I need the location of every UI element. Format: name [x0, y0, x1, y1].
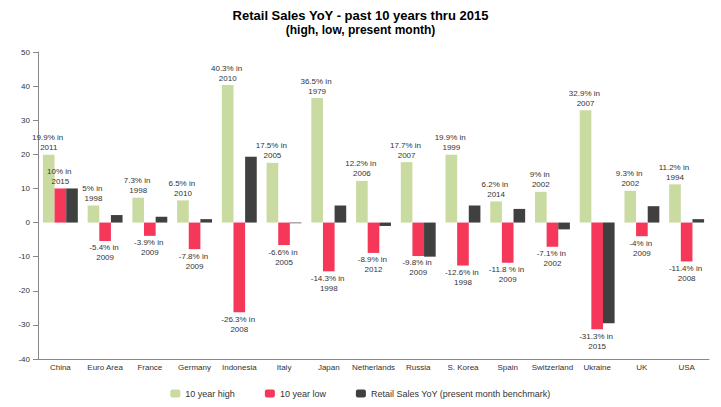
svg-text:-40: -40	[18, 355, 30, 364]
svg-text:9.3% in: 9.3% in	[616, 169, 645, 178]
svg-text:Italy: Italy	[277, 363, 292, 372]
svg-text:2015: 2015	[588, 342, 606, 351]
svg-text:10 year high: 10 year high	[185, 389, 235, 399]
svg-text:-14.3% in: -14.3% in	[311, 274, 347, 283]
svg-text:2012: 2012	[365, 265, 383, 274]
svg-text:-3.9% in: -3.9% in	[134, 238, 166, 247]
svg-text:20: 20	[21, 150, 30, 159]
svg-text:Switzerland: Switzerland	[532, 363, 573, 372]
svg-text:-6.6% in: -6.6% in	[268, 248, 300, 257]
svg-text:Germany: Germany	[178, 363, 211, 372]
svg-text:Retail Sales YoY - past 10 yea: Retail Sales YoY - past 10 years thru 20…	[233, 8, 489, 23]
svg-text:-30: -30	[18, 320, 30, 329]
svg-text:32.9% in: 32.9% in	[569, 89, 602, 98]
svg-text:36.5% in: 36.5% in	[300, 77, 333, 86]
svg-text:2009: 2009	[186, 262, 204, 271]
svg-text:-9.8% in: -9.8% in	[402, 258, 434, 267]
svg-text:11.2% in: 11.2% in	[659, 163, 692, 172]
svg-text:1979: 1979	[308, 87, 326, 96]
svg-text:-10: -10	[18, 252, 30, 261]
svg-text:10: 10	[21, 184, 30, 193]
svg-text:Spain: Spain	[497, 363, 517, 372]
svg-text:2009: 2009	[499, 275, 517, 284]
svg-text:-11.8 % in: -11.8 % in	[489, 265, 527, 274]
svg-text:17.7% in: 17.7% in	[390, 141, 423, 150]
svg-text:UK: UK	[636, 363, 648, 372]
svg-text:17.5% in: 17.5% in	[256, 141, 289, 150]
svg-text:2014: 2014	[487, 190, 505, 199]
svg-text:2008: 2008	[230, 325, 248, 334]
svg-text:50: 50	[21, 48, 30, 57]
svg-text:0: 0	[26, 218, 31, 227]
svg-text:2009: 2009	[96, 253, 114, 262]
svg-text:2006: 2006	[353, 169, 371, 178]
svg-text:(high, low, present month): (high, low, present month)	[286, 23, 436, 37]
svg-text:1994: 1994	[666, 173, 684, 182]
svg-text:1998: 1998	[85, 194, 103, 203]
svg-text:2009: 2009	[141, 248, 159, 257]
svg-text:6.2% in: 6.2% in	[482, 180, 511, 189]
svg-text:Retail Sales YoY (present mont: Retail Sales YoY (present month benchmar…	[371, 389, 550, 399]
svg-text:2009: 2009	[409, 268, 427, 277]
svg-text:-11.4% in: -11.4% in	[669, 264, 704, 273]
svg-text:10 year low: 10 year low	[280, 389, 327, 399]
svg-text:2009: 2009	[633, 249, 651, 258]
svg-text:2007: 2007	[398, 151, 416, 160]
svg-text:Netherlands: Netherlands	[352, 363, 395, 372]
svg-text:Indonesia: Indonesia	[222, 363, 257, 372]
svg-text:19.9% in: 19.9% in	[32, 133, 65, 142]
svg-text:Russia: Russia	[406, 363, 431, 372]
svg-text:2002: 2002	[621, 179, 639, 188]
svg-text:China: China	[50, 363, 71, 372]
svg-text:7.3% in: 7.3% in	[124, 176, 153, 185]
svg-text:-5.4% in: -5.4% in	[89, 243, 121, 252]
svg-text:2002: 2002	[532, 180, 550, 189]
svg-text:USA: USA	[678, 363, 695, 372]
svg-text:1998: 1998	[320, 284, 338, 293]
svg-text:30: 30	[21, 116, 30, 125]
svg-text:2015: 2015	[51, 177, 69, 186]
svg-text:2005: 2005	[264, 151, 282, 160]
svg-text:-7.8% in: -7.8% in	[179, 252, 211, 261]
svg-text:S. Korea: S. Korea	[447, 363, 479, 372]
svg-text:Euro Area: Euro Area	[87, 363, 123, 372]
svg-text:1998: 1998	[129, 186, 147, 195]
svg-text:Ukraine: Ukraine	[583, 363, 611, 372]
svg-text:2002: 2002	[544, 259, 562, 268]
svg-text:19.9% in: 19.9% in	[435, 133, 468, 142]
svg-text:2008: 2008	[678, 274, 696, 283]
svg-text:2010: 2010	[174, 189, 192, 198]
svg-text:40: 40	[21, 82, 30, 91]
svg-text:40.3% in: 40.3% in	[211, 64, 244, 73]
svg-text:-20: -20	[18, 286, 30, 295]
svg-text:1999: 1999	[442, 143, 460, 152]
svg-text:France: France	[137, 363, 162, 372]
svg-text:12.2% in: 12.2% in	[345, 159, 378, 168]
svg-text:5% in: 5% in	[82, 184, 104, 193]
svg-text:9% in: 9% in	[530, 170, 552, 179]
svg-text:2010: 2010	[219, 74, 237, 83]
svg-text:2011: 2011	[40, 143, 58, 152]
svg-text:-26.3% in: -26.3% in	[221, 315, 257, 324]
svg-text:2007: 2007	[577, 99, 595, 108]
svg-text:10% in: 10% in	[47, 167, 74, 176]
svg-text:-12.6% in: -12.6% in	[445, 268, 481, 277]
svg-text:6.5% in: 6.5% in	[168, 179, 197, 188]
svg-text:2005: 2005	[275, 258, 293, 267]
svg-text:Japan: Japan	[318, 363, 340, 372]
svg-text:-8.9% in: -8.9% in	[358, 255, 390, 264]
svg-text:-7.1% in: -7.1% in	[537, 249, 569, 258]
svg-text:-4% in: -4% in	[629, 239, 654, 248]
svg-text:-31.3% in: -31.3% in	[579, 332, 615, 341]
svg-text:1998: 1998	[454, 278, 472, 287]
